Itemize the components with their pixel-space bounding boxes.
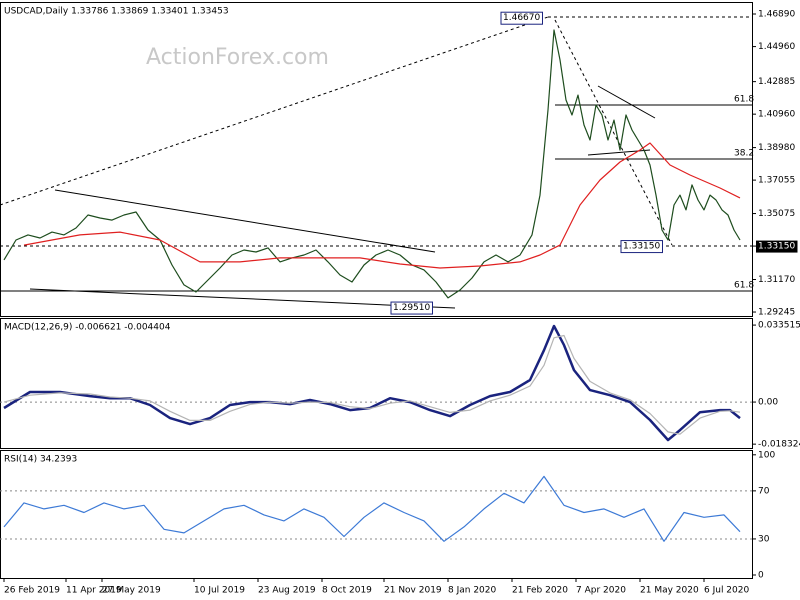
- y-tick-label: 1.38980: [758, 143, 795, 153]
- panel-title: USDCAD,Daily 1.33786 1.33869 1.33401 1.3…: [4, 7, 229, 17]
- y-tick-label: 1.33150: [758, 242, 795, 252]
- x-tick-label: 7 Apr 2020: [576, 586, 626, 596]
- trend-line: [29, 288, 456, 309]
- fib-label: 38.2: [734, 148, 754, 158]
- trend-line: [54, 189, 436, 253]
- series-line: [3, 475, 741, 542]
- price-panel: [0, 2, 753, 317]
- x-tick-label: 21 Nov 2019: [384, 586, 442, 596]
- x-tick-label: 21 May 2020: [640, 586, 699, 596]
- y-tick-label: -0.018324: [758, 440, 800, 450]
- y-tick-label: 0: [758, 570, 764, 580]
- series-line: [3, 324, 741, 442]
- trend-line: [554, 19, 673, 246]
- panel-title: MACD(12,26,9) -0.006621 -0.004404: [4, 323, 171, 333]
- y-tick-label: 1.42885: [758, 77, 795, 87]
- y-tick-label: 100: [758, 450, 775, 460]
- x-tick-label: 26 Feb 2019: [4, 586, 60, 596]
- x-tick-label: 8 Oct 2019: [322, 586, 372, 596]
- y-tick-label: 1.46890: [758, 9, 795, 19]
- fib-label: 61.8: [734, 281, 754, 291]
- rsi-panel: [0, 450, 753, 579]
- price-label-box: [500, 11, 543, 25]
- y-tick-label: 1.44960: [758, 42, 795, 52]
- y-tick-label: 70: [758, 486, 770, 496]
- x-tick-label: 10 Jul 2019: [194, 586, 245, 596]
- trend-line: [597, 85, 656, 119]
- price-label: 1.33150: [623, 242, 660, 252]
- x-tick-label: 21 Feb 2020: [512, 586, 568, 596]
- fib-label: 61.8: [734, 95, 754, 105]
- y-tick-label: 0.00: [758, 398, 778, 408]
- y-tick-label: 0.033515: [758, 321, 800, 331]
- x-tick-label: 27 May 2019: [102, 586, 161, 596]
- macd-panel: [0, 318, 753, 449]
- y-tick-label: 1.35075: [758, 209, 795, 219]
- price-label-box: [390, 301, 433, 315]
- price-label: 1.46670: [503, 13, 540, 23]
- price-label-box: [620, 240, 663, 254]
- x-tick-label: 23 Aug 2019: [258, 586, 316, 596]
- x-tick-label: 6 Jul 2020: [704, 586, 749, 596]
- y-tick-label: 30: [758, 534, 770, 544]
- y-tick-label: 1.31170: [758, 275, 795, 285]
- y-tick-label: 1.29245: [758, 308, 795, 318]
- price-label: 1.29510: [393, 303, 430, 313]
- series-line: [3, 334, 741, 435]
- x-tick-label: 11 Apr 2019: [66, 586, 122, 596]
- y-tick-label: 1.40960: [758, 110, 795, 120]
- y-tick-highlight: [756, 240, 798, 253]
- y-tick-label: 1.37055: [758, 176, 795, 186]
- series-line: [23, 142, 741, 269]
- panel-title: RSI(14) 34.2393: [4, 455, 77, 465]
- watermark: ActionForex.com: [146, 45, 329, 70]
- x-tick-label: 8 Jan 2020: [448, 586, 496, 596]
- trend-line: [0, 16, 549, 206]
